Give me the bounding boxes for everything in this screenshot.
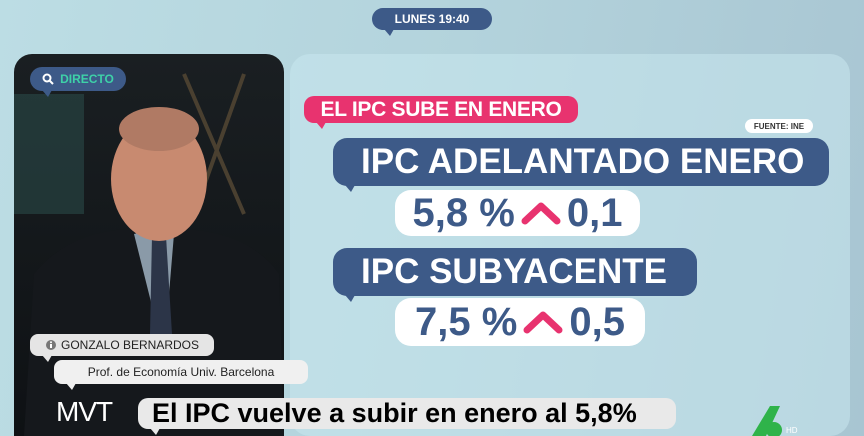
source-text: FUENTE: INE bbox=[753, 121, 805, 131]
graphic-title-text: EL IPC SUBE EN ENERO bbox=[320, 97, 562, 121]
stat-label-text: IPC ADELANTADO ENERO bbox=[361, 142, 805, 181]
guest-video-image bbox=[14, 73, 284, 436]
channel-hd-label: HD bbox=[786, 426, 798, 435]
graphic-title: EL IPC SUBE EN ENERO bbox=[304, 96, 578, 129]
headline-ticker: El IPC vuelve a subir en enero al 5,8% bbox=[138, 398, 676, 435]
stat-change-text: 0,5 bbox=[569, 299, 625, 344]
stat-value-text: 5,8 % bbox=[412, 190, 515, 235]
arrow-up-icon bbox=[523, 311, 563, 334]
stat-value-1: 5,8 % 0,1 bbox=[395, 190, 640, 236]
headline-text: El IPC vuelve a subir en enero al 5,8% bbox=[152, 398, 637, 428]
stat-label-text: IPC SUBYACENTE bbox=[361, 252, 667, 291]
stat-change-text: 0,1 bbox=[566, 190, 623, 235]
channel-logo: HD bbox=[752, 406, 802, 436]
program-logo: MVT bbox=[56, 396, 113, 427]
source-badge: FUENTE: INE bbox=[745, 119, 813, 133]
search-icon bbox=[42, 73, 54, 85]
guest-name-badge: GONZALO BERNARDOS bbox=[30, 334, 214, 362]
guest-role-badge: Prof. de Economía Univ. Barcelona bbox=[54, 360, 308, 390]
live-label: DIRECTO bbox=[60, 72, 114, 86]
video-feed bbox=[14, 54, 284, 436]
live-badge: DIRECTO bbox=[30, 67, 126, 97]
stat-value-text: 7,5 % bbox=[415, 299, 518, 344]
stat-label-2: IPC SUBYACENTE bbox=[333, 248, 697, 302]
stat-label-1: IPC ADELANTADO ENERO bbox=[333, 138, 829, 192]
channel-logo-mark bbox=[752, 406, 782, 436]
guest-name: GONZALO BERNARDOS bbox=[60, 338, 200, 352]
time-text: LUNES 19:40 bbox=[394, 12, 470, 26]
time-badge: LUNES 19:40 bbox=[372, 8, 492, 36]
arrow-up-icon bbox=[521, 202, 561, 225]
stat-value-2: 7,5 % 0,5 bbox=[395, 298, 645, 346]
info-icon bbox=[45, 340, 56, 350]
guest-role: Prof. de Economía Univ. Barcelona bbox=[87, 365, 275, 379]
